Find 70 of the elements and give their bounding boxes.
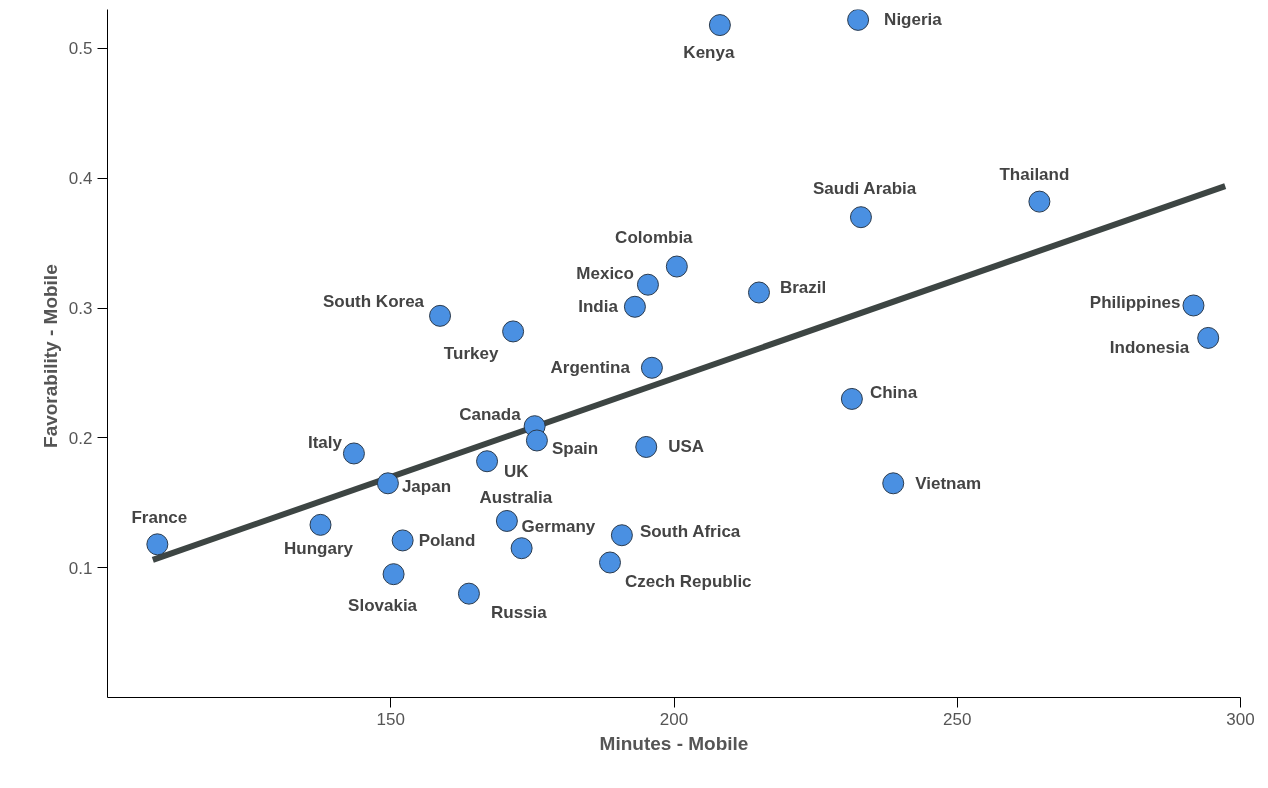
y-axis-title: Favorability - Mobile xyxy=(39,264,61,448)
annotation: Canada xyxy=(459,404,522,424)
point xyxy=(382,563,405,586)
point xyxy=(665,255,688,278)
point xyxy=(495,509,518,532)
annotation: India xyxy=(578,297,619,317)
annotation: Thailand xyxy=(999,165,1070,185)
annotation: Mexico xyxy=(576,264,634,284)
annotation: Spain xyxy=(551,438,599,458)
point xyxy=(1197,326,1220,349)
point xyxy=(610,524,633,547)
annotation: UK xyxy=(504,461,530,481)
annotation: Saudi Arabia xyxy=(812,178,917,198)
x-tick-label: 300 xyxy=(1226,709,1255,729)
annotation: Germany xyxy=(521,516,596,536)
annotation: South Korea xyxy=(322,292,425,312)
y-tick-label: 0.3 xyxy=(68,299,93,319)
annotation: Japan xyxy=(401,476,452,496)
point xyxy=(525,429,548,452)
y-tick-label: 0.4 xyxy=(68,169,93,189)
point xyxy=(146,533,169,556)
annotation: Turkey xyxy=(443,343,499,363)
annotation: Australia xyxy=(479,488,553,508)
point xyxy=(309,513,332,536)
point xyxy=(849,206,872,229)
point xyxy=(747,281,770,304)
point xyxy=(882,472,905,495)
annotation: Argentina xyxy=(550,358,631,378)
point xyxy=(636,273,659,296)
point xyxy=(429,304,452,327)
annotation: Hungary xyxy=(284,539,354,559)
point xyxy=(476,450,499,473)
annotation: Vietnam xyxy=(915,473,982,493)
point xyxy=(635,435,658,458)
point xyxy=(1028,190,1051,213)
annotation: Czech Republic xyxy=(624,572,752,591)
point xyxy=(847,9,870,31)
y-tick-label: 0.2 xyxy=(68,428,93,448)
point xyxy=(708,14,731,37)
point xyxy=(391,529,414,552)
annotation: Indonesia xyxy=(1109,338,1190,358)
point xyxy=(640,356,663,379)
annotation: Russia xyxy=(491,603,548,623)
annotation: Philippines xyxy=(1089,292,1181,312)
annotation: Poland xyxy=(418,530,476,550)
x-tick-label: 150 xyxy=(376,709,405,729)
point xyxy=(623,295,646,318)
annotation: South Africa xyxy=(639,521,741,541)
annotation: Kenya xyxy=(683,42,735,62)
point xyxy=(502,320,525,343)
annotation: Nigeria xyxy=(884,10,943,30)
y-tick-label: 0.1 xyxy=(68,558,93,578)
point xyxy=(510,537,533,560)
point xyxy=(457,582,480,605)
x-axis-title: Minutes - Mobile xyxy=(599,732,749,754)
annotation: Italy xyxy=(307,432,343,452)
annotation: Colombia xyxy=(615,228,694,248)
x-tick-label: 200 xyxy=(659,709,689,729)
point xyxy=(1182,294,1205,317)
point xyxy=(598,551,621,574)
annotation: Slovakia xyxy=(348,595,418,615)
annotation: France xyxy=(131,507,188,527)
x-tick-label: 250 xyxy=(943,709,972,729)
annotation: China xyxy=(869,383,918,403)
point xyxy=(840,387,863,410)
point xyxy=(342,442,365,465)
y-tick-label: 0.5 xyxy=(68,39,93,59)
annotation: Brazil xyxy=(779,277,827,297)
annotation: USA xyxy=(668,437,705,457)
point xyxy=(376,472,399,495)
